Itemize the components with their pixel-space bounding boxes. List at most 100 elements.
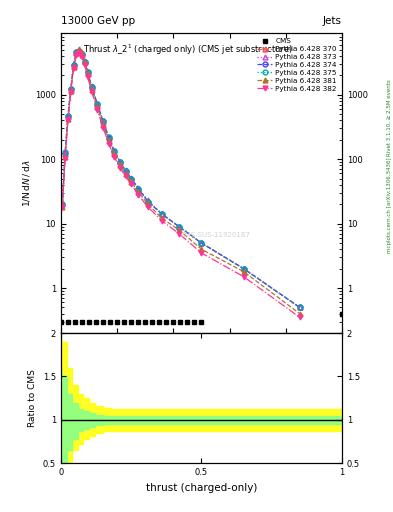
Pythia 6.428 374 <box>118 159 122 165</box>
CMS <box>86 318 91 325</box>
CMS <box>340 311 344 317</box>
Pythia 6.428 373 <box>160 211 164 217</box>
Pythia 6.428 375 <box>160 211 164 217</box>
Pythia 6.428 381 <box>71 64 76 70</box>
Pythia 6.428 375 <box>136 185 141 191</box>
Pythia 6.428 381 <box>118 162 122 168</box>
CMS <box>59 318 63 325</box>
Pythia 6.428 381 <box>60 204 65 210</box>
Pythia 6.428 373 <box>118 158 122 164</box>
Pythia 6.428 382 <box>83 62 87 68</box>
Pythia 6.428 382 <box>71 65 76 71</box>
Pythia 6.428 374 <box>298 304 302 310</box>
Pythia 6.428 375 <box>63 149 68 155</box>
Pythia 6.428 382 <box>66 117 70 123</box>
Pythia 6.428 375 <box>68 86 73 92</box>
Pythia 6.428 370 <box>90 84 94 91</box>
Pythia 6.428 381 <box>146 201 151 207</box>
Pythia 6.428 382 <box>101 124 105 131</box>
Line: Pythia 6.428 375: Pythia 6.428 375 <box>60 48 302 310</box>
CMS <box>150 318 154 325</box>
Pythia 6.428 375 <box>118 159 122 165</box>
Pythia 6.428 375 <box>199 240 204 246</box>
Pythia 6.428 381 <box>112 151 117 157</box>
Pythia 6.428 374 <box>90 84 94 90</box>
Text: CMS-SUS-11920187: CMS-SUS-11920187 <box>180 232 250 238</box>
Pythia 6.428 370 <box>85 70 90 76</box>
Pythia 6.428 381 <box>80 50 84 56</box>
Text: Jets: Jets <box>323 15 342 26</box>
Pythia 6.428 375 <box>85 69 90 75</box>
CMS <box>192 318 197 325</box>
Text: Thrust $\lambda\_2^1$ (charged only) (CMS jet substructure): Thrust $\lambda\_2^1$ (charged only) (CM… <box>83 42 294 57</box>
Pythia 6.428 373 <box>241 266 246 272</box>
Pythia 6.428 370 <box>68 87 73 93</box>
Pythia 6.428 375 <box>66 113 70 119</box>
Pythia 6.428 373 <box>176 223 181 229</box>
Pythia 6.428 381 <box>95 104 100 110</box>
Pythia 6.428 382 <box>68 89 73 95</box>
Pythia 6.428 375 <box>77 48 81 54</box>
Pythia 6.428 381 <box>136 189 141 195</box>
CMS <box>143 318 148 325</box>
Y-axis label: Ratio to CMS: Ratio to CMS <box>28 369 37 427</box>
Pythia 6.428 373 <box>60 201 65 207</box>
Pythia 6.428 370 <box>101 119 105 125</box>
Pythia 6.428 375 <box>83 58 87 65</box>
Pythia 6.428 375 <box>176 223 181 229</box>
Pythia 6.428 382 <box>77 49 81 55</box>
Line: Pythia 6.428 373: Pythia 6.428 373 <box>60 48 302 310</box>
Pythia 6.428 381 <box>63 154 68 160</box>
Pythia 6.428 374 <box>68 86 73 92</box>
Pythia 6.428 373 <box>63 149 68 155</box>
Pythia 6.428 381 <box>199 246 204 252</box>
Pythia 6.428 374 <box>85 69 90 75</box>
Pythia 6.428 381 <box>85 71 90 77</box>
Pythia 6.428 374 <box>63 150 68 156</box>
Pythia 6.428 373 <box>83 58 87 65</box>
Pythia 6.428 370 <box>136 185 141 191</box>
Pythia 6.428 381 <box>83 59 87 66</box>
Pythia 6.428 381 <box>241 268 246 274</box>
CMS <box>101 318 105 325</box>
Pythia 6.428 381 <box>68 88 73 94</box>
Pythia 6.428 373 <box>136 185 141 191</box>
Pythia 6.428 374 <box>95 101 100 108</box>
Pythia 6.428 374 <box>160 211 164 217</box>
Pythia 6.428 374 <box>71 62 76 69</box>
Pythia 6.428 382 <box>123 174 128 180</box>
Pythia 6.428 373 <box>66 113 70 119</box>
Pythia 6.428 370 <box>176 223 181 229</box>
Pythia 6.428 381 <box>176 227 181 233</box>
CMS <box>157 318 162 325</box>
Text: Rivet 3.1.10, ≥ 2.5M events: Rivet 3.1.10, ≥ 2.5M events <box>387 79 391 156</box>
Pythia 6.428 374 <box>66 113 70 119</box>
Pythia 6.428 375 <box>107 135 111 141</box>
Pythia 6.428 374 <box>146 199 151 205</box>
Pythia 6.428 375 <box>95 101 100 107</box>
Pythia 6.428 382 <box>85 74 90 80</box>
Text: 13000 GeV pp: 13000 GeV pp <box>61 15 135 26</box>
Pythia 6.428 381 <box>74 50 79 56</box>
Pythia 6.428 382 <box>136 191 141 198</box>
Pythia 6.428 374 <box>101 118 105 124</box>
Pythia 6.428 375 <box>123 168 128 174</box>
Pythia 6.428 374 <box>199 240 204 246</box>
Pythia 6.428 382 <box>241 273 246 280</box>
Pythia 6.428 373 <box>298 304 302 310</box>
Pythia 6.428 382 <box>90 89 94 95</box>
Pythia 6.428 382 <box>107 140 111 146</box>
Pythia 6.428 374 <box>112 148 117 155</box>
Pythia 6.428 370 <box>112 149 117 155</box>
Pythia 6.428 382 <box>176 230 181 237</box>
Pythia 6.428 375 <box>71 62 76 69</box>
Pythia 6.428 381 <box>160 216 164 222</box>
Pythia 6.428 375 <box>74 49 79 55</box>
CMS <box>164 318 169 325</box>
Pythia 6.428 370 <box>298 304 302 310</box>
Pythia 6.428 374 <box>176 223 181 229</box>
Pythia 6.428 374 <box>129 176 134 182</box>
Pythia 6.428 375 <box>112 148 117 154</box>
CMS <box>108 318 112 325</box>
Pythia 6.428 374 <box>123 168 128 174</box>
